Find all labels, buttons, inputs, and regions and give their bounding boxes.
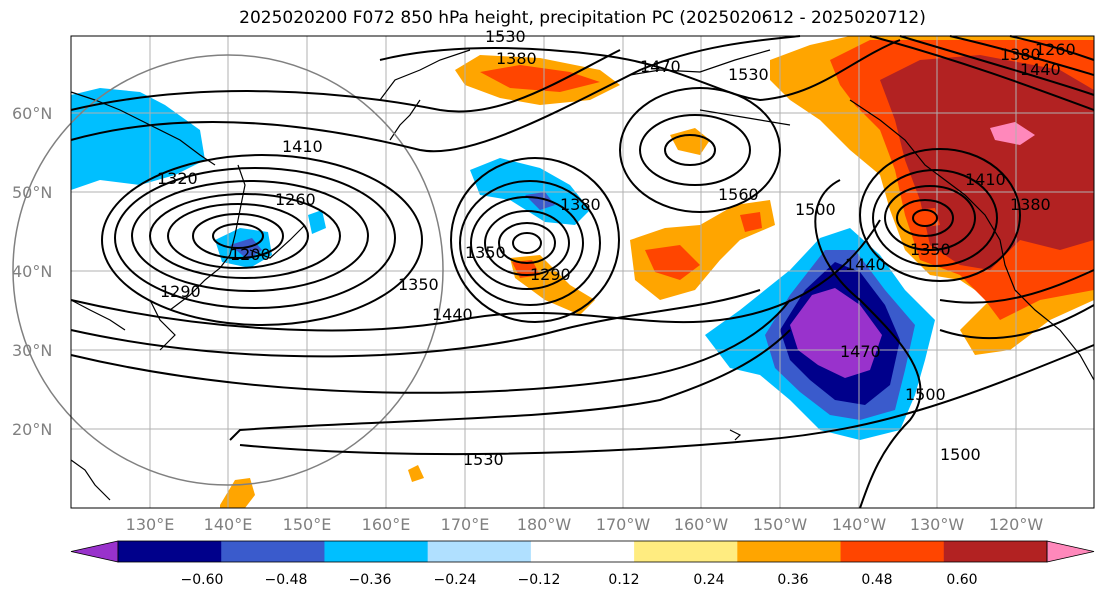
contour-label: 1380 [1010,195,1051,214]
contour-label: 1440 [432,305,473,324]
colorbar-segment [840,541,945,562]
contour-labels: 1530 1380 1470 1530 1410 1320 1260 1200 … [157,27,1076,469]
range-circle [12,54,444,486]
contour-label: 1290 [160,282,201,301]
colorbar [70,540,1095,563]
lon-label: 150°E [282,515,332,534]
lon-label: 180°W [516,515,572,534]
lon-label: 130°E [125,515,175,534]
lon-label: 120°W [988,515,1044,534]
map-frame [70,35,1095,509]
colorbar-tick-label: 0.60 [946,572,978,588]
contour-label: 1530 [463,450,504,469]
lon-label: 170°E [440,515,490,534]
colorbar-tick-label: −0.36 [348,572,392,588]
colorbar-tick-label: 0.24 [693,572,725,588]
contour-label: 1320 [157,169,198,188]
colorbar-tick-label: −0.60 [180,572,224,588]
colorbar-extend-high [1046,540,1095,563]
colorbar-tick-label: −0.12 [517,572,561,588]
colorbar-segment [634,541,738,562]
lon-label: 130°W [909,515,965,534]
lon-label: 140°W [831,515,887,534]
colorbar-segment [530,541,635,562]
contour-label: 1500 [795,200,836,219]
contour-label: 1440 [1020,60,1061,79]
graticule [71,36,1094,508]
contour-label: 1380 [560,195,601,214]
colorbar-tick-label: −0.48 [264,572,308,588]
colorbar-border [117,540,1048,563]
contour-label: 1350 [398,275,439,294]
contour-label: 1410 [282,137,323,156]
colorbar-segment [427,541,532,562]
lat-label: 30°N [12,341,53,360]
lon-label: 140°E [203,515,253,534]
colorbar-segment [118,541,222,562]
height-contours [70,35,1095,509]
contour-label: 1350 [910,240,951,259]
precipitation-shading [71,36,1094,508]
lon-label: 170°W [595,515,651,534]
colorbar-segment [737,541,842,562]
contour-label: 1530 [728,65,769,84]
contour-label: 1470 [840,342,881,361]
colorbar-tick-label: 0.12 [608,572,640,588]
lat-label: 50°N [12,183,53,202]
colorbar-segment [943,541,1048,562]
colorbar-segment [324,541,429,562]
contour-label: 1500 [905,385,946,404]
contour-label: 1440 [845,255,886,274]
colorbar-tick-label: 0.48 [861,572,893,588]
contour-label: 1410 [965,170,1006,189]
coastlines [70,49,1095,501]
contour-label: 1380 [496,49,537,68]
lat-label: 40°N [12,262,53,281]
lat-label: 20°N [12,420,53,439]
contour-label: 1500 [940,445,981,464]
lon-label: 160°W [673,515,729,534]
contour-label: 1290 [530,265,571,284]
figure-title: 2025020200 F072 850 hPa height, precipit… [239,8,926,28]
lon-label: 150°W [752,515,808,534]
lon-label: 160°E [361,515,411,534]
colorbar-extend-low [70,540,119,563]
contour-label: 1260 [275,190,316,209]
contour-label: 1200 [230,245,271,264]
colorbar-tick-label: 0.36 [777,572,809,588]
colorbar-segment [221,541,325,562]
contour-label: 1260 [1035,40,1076,59]
contour-label: 1470 [640,57,681,76]
colorbar-tick-label: −0.24 [433,572,477,588]
lat-label: 60°N [12,104,53,123]
contour-label: 1380 [1000,45,1041,64]
contour-label: 1350 [465,243,506,262]
contour-label: 1560 [718,185,759,204]
